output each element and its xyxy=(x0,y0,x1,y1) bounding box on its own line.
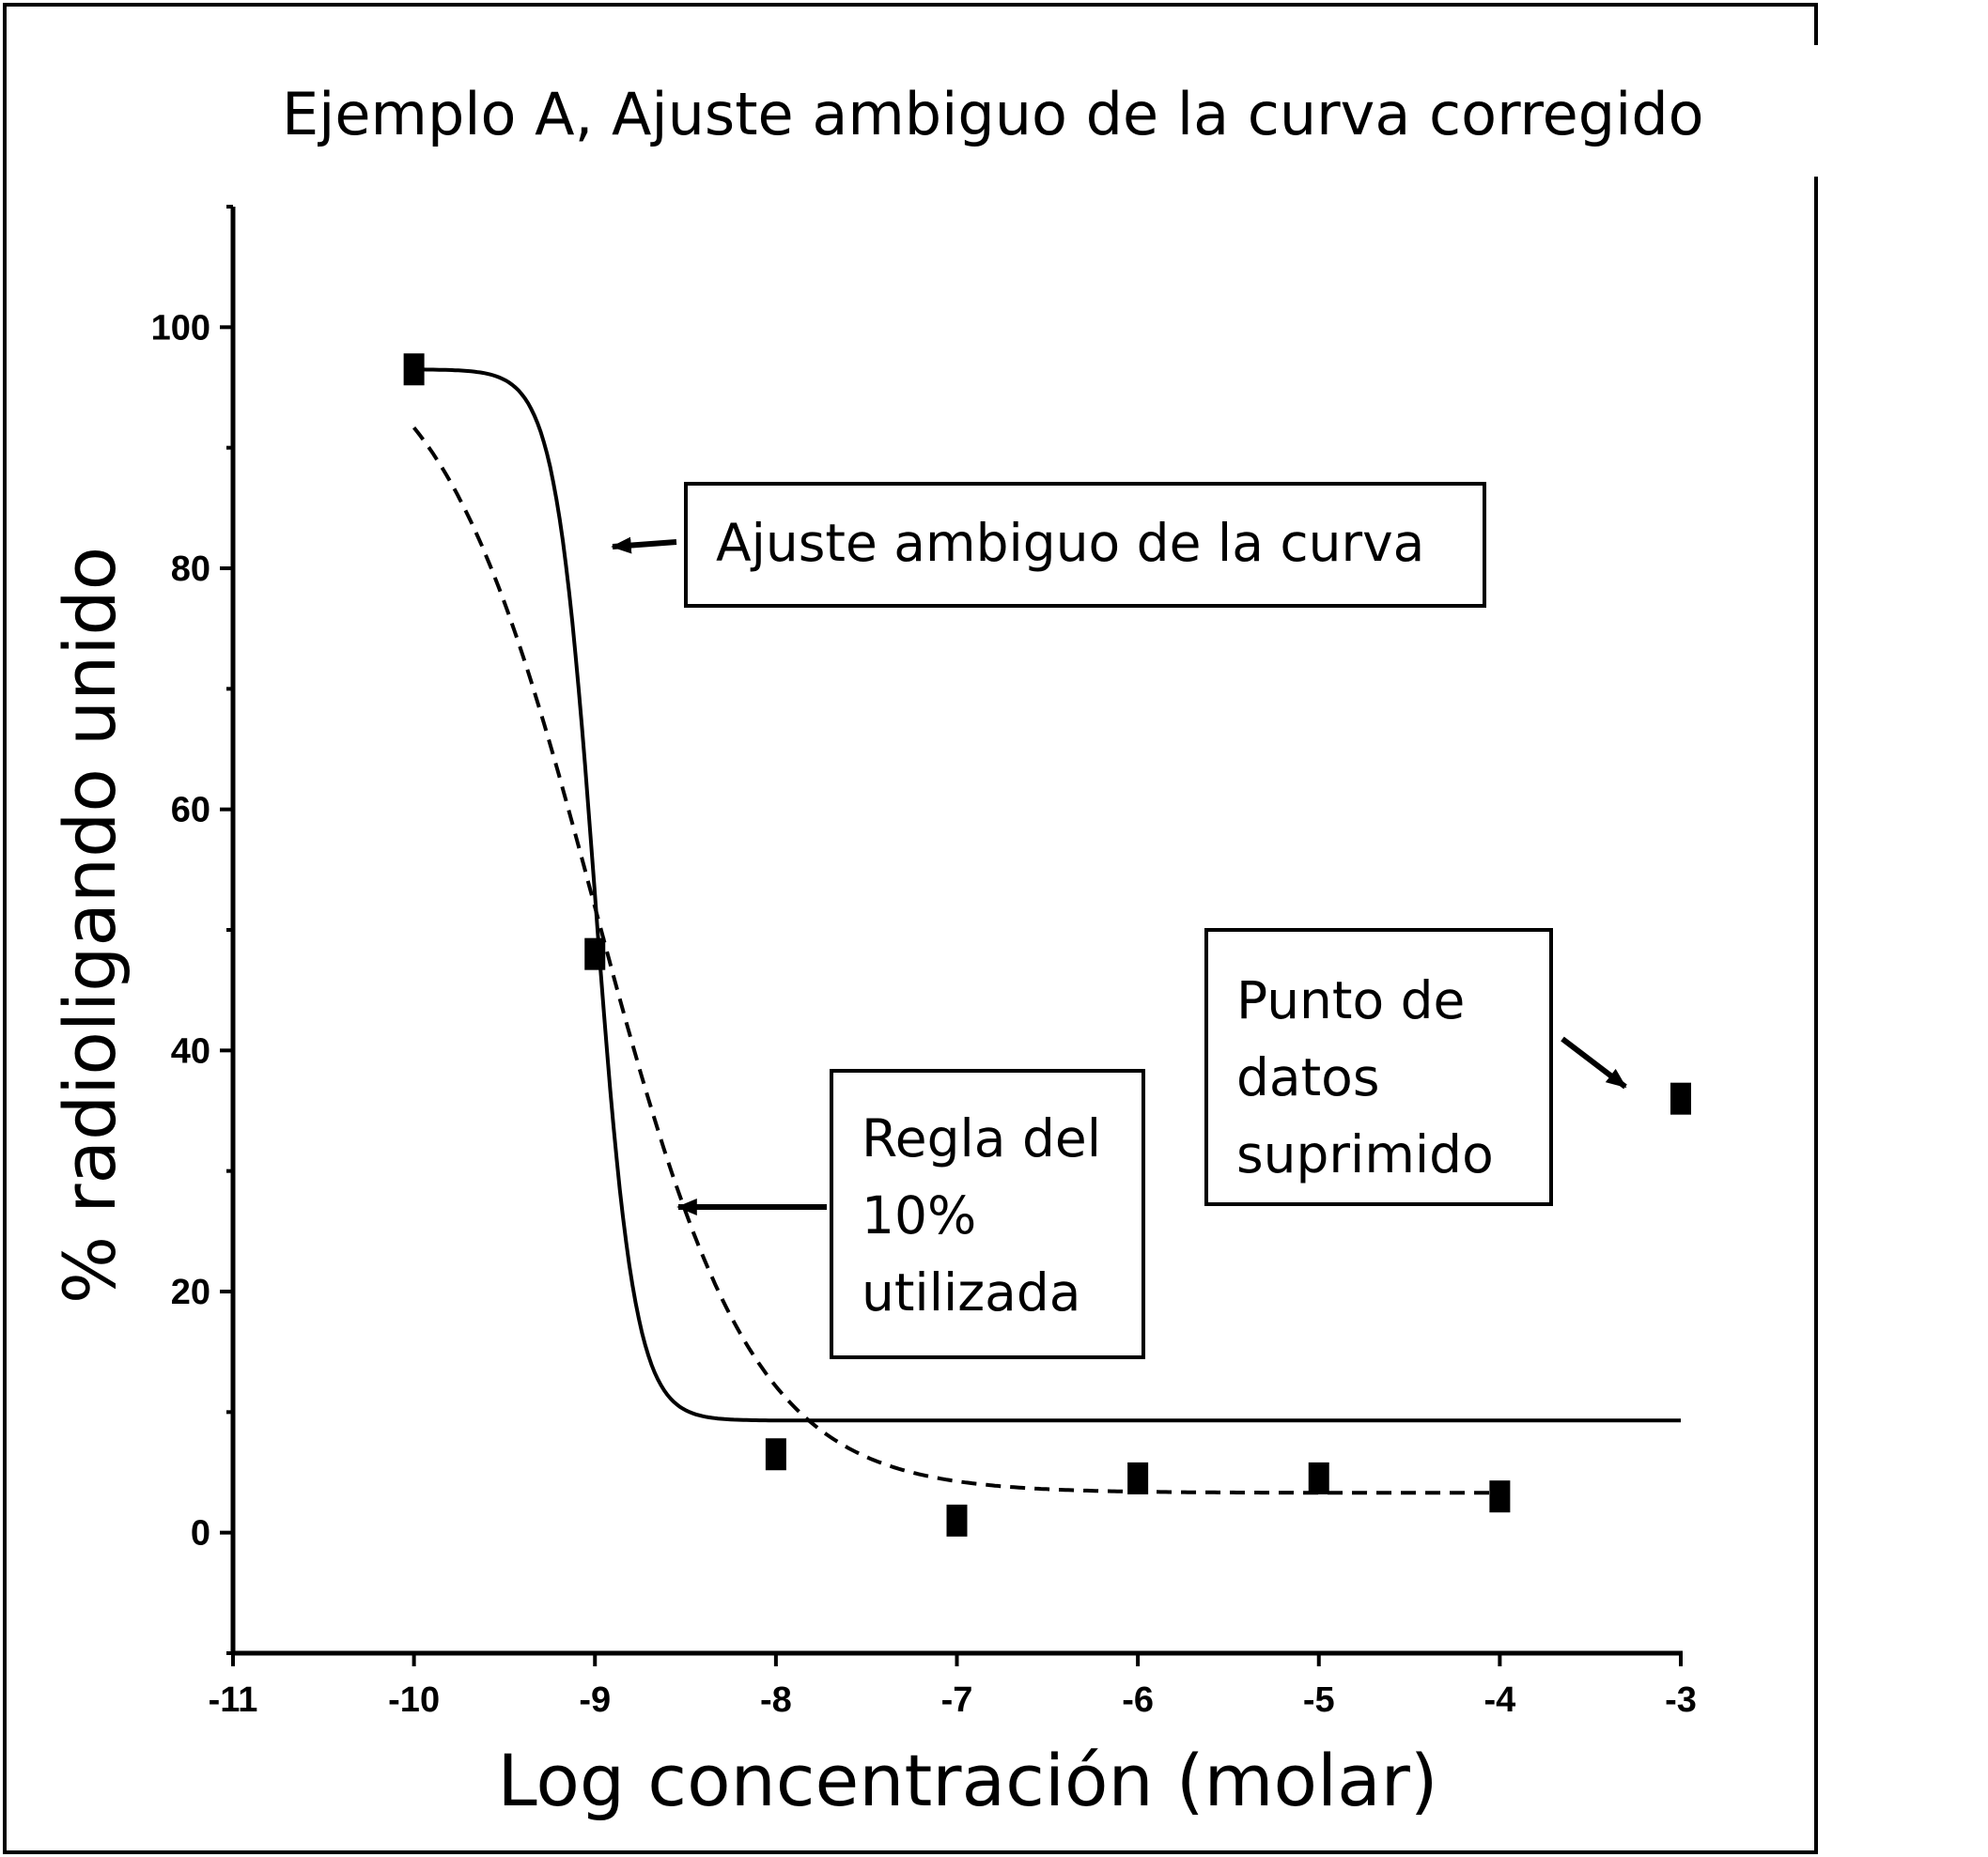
x-tick-label: -4 xyxy=(1483,1680,1515,1720)
annotation-text: Punto de xyxy=(1236,970,1465,1030)
x-tick-label: -3 xyxy=(1665,1680,1697,1720)
data-point xyxy=(584,937,606,970)
annotation-text: 10% xyxy=(862,1185,976,1246)
annotation-text: utilizada xyxy=(862,1262,1080,1323)
x-tick-label: -11 xyxy=(209,1680,258,1720)
annotation-text: suprimido xyxy=(1236,1124,1494,1184)
x-tick-label: -8 xyxy=(760,1680,792,1720)
data-point xyxy=(1489,1480,1511,1513)
data-point xyxy=(1308,1462,1329,1494)
y-tick-label: 0 xyxy=(191,1514,210,1554)
data-point xyxy=(946,1504,968,1537)
y-tick-label: 80 xyxy=(171,549,210,589)
annotation-box-ten-percent xyxy=(830,1069,1145,1359)
arrow-to-solid-curve xyxy=(611,536,677,554)
y-tick-label: 40 xyxy=(171,1031,210,1071)
dashed-fit-curve xyxy=(412,426,1500,1495)
outer-frame xyxy=(3,3,1818,1854)
data-point xyxy=(403,353,425,386)
x-tick-label: -6 xyxy=(1122,1680,1154,1720)
annotation-box-suppressed xyxy=(1204,928,1553,1206)
y-tick-label: 60 xyxy=(171,791,210,830)
solid-fit-curve xyxy=(413,367,1681,1423)
y-tick-label: 20 xyxy=(171,1273,210,1312)
data-point xyxy=(1127,1462,1149,1494)
x-tick-label: -10 xyxy=(388,1680,440,1720)
x-tick-label: -9 xyxy=(579,1680,611,1720)
x-tick-label: -5 xyxy=(1303,1680,1335,1720)
arrow-to-suppressed-point xyxy=(1561,1036,1627,1090)
chart-title: Ejemplo A, Ajuste ambiguo de la curva co… xyxy=(282,80,1704,148)
annotation-text: Regla del xyxy=(862,1108,1101,1168)
plot-area: 0 20 40 60 80 100 -11 -10 -9 -8 -7 -6 -5 -4 -3 Ajuste a… xyxy=(151,205,1697,1720)
annotation-text: Ajuste ambiguo de la curva xyxy=(716,513,1424,573)
annotation-box-ambiguous xyxy=(684,482,1486,608)
data-point xyxy=(765,1438,786,1471)
x-tick-label: -7 xyxy=(941,1680,973,1720)
y-tick-label: 100 xyxy=(151,308,210,348)
annotation-text: datos xyxy=(1236,1047,1380,1107)
x-axis-label: Log concentración (molar) xyxy=(497,1739,1437,1822)
y-axis-label: % radioligando unido xyxy=(48,547,132,1304)
data-point xyxy=(1670,1082,1691,1115)
